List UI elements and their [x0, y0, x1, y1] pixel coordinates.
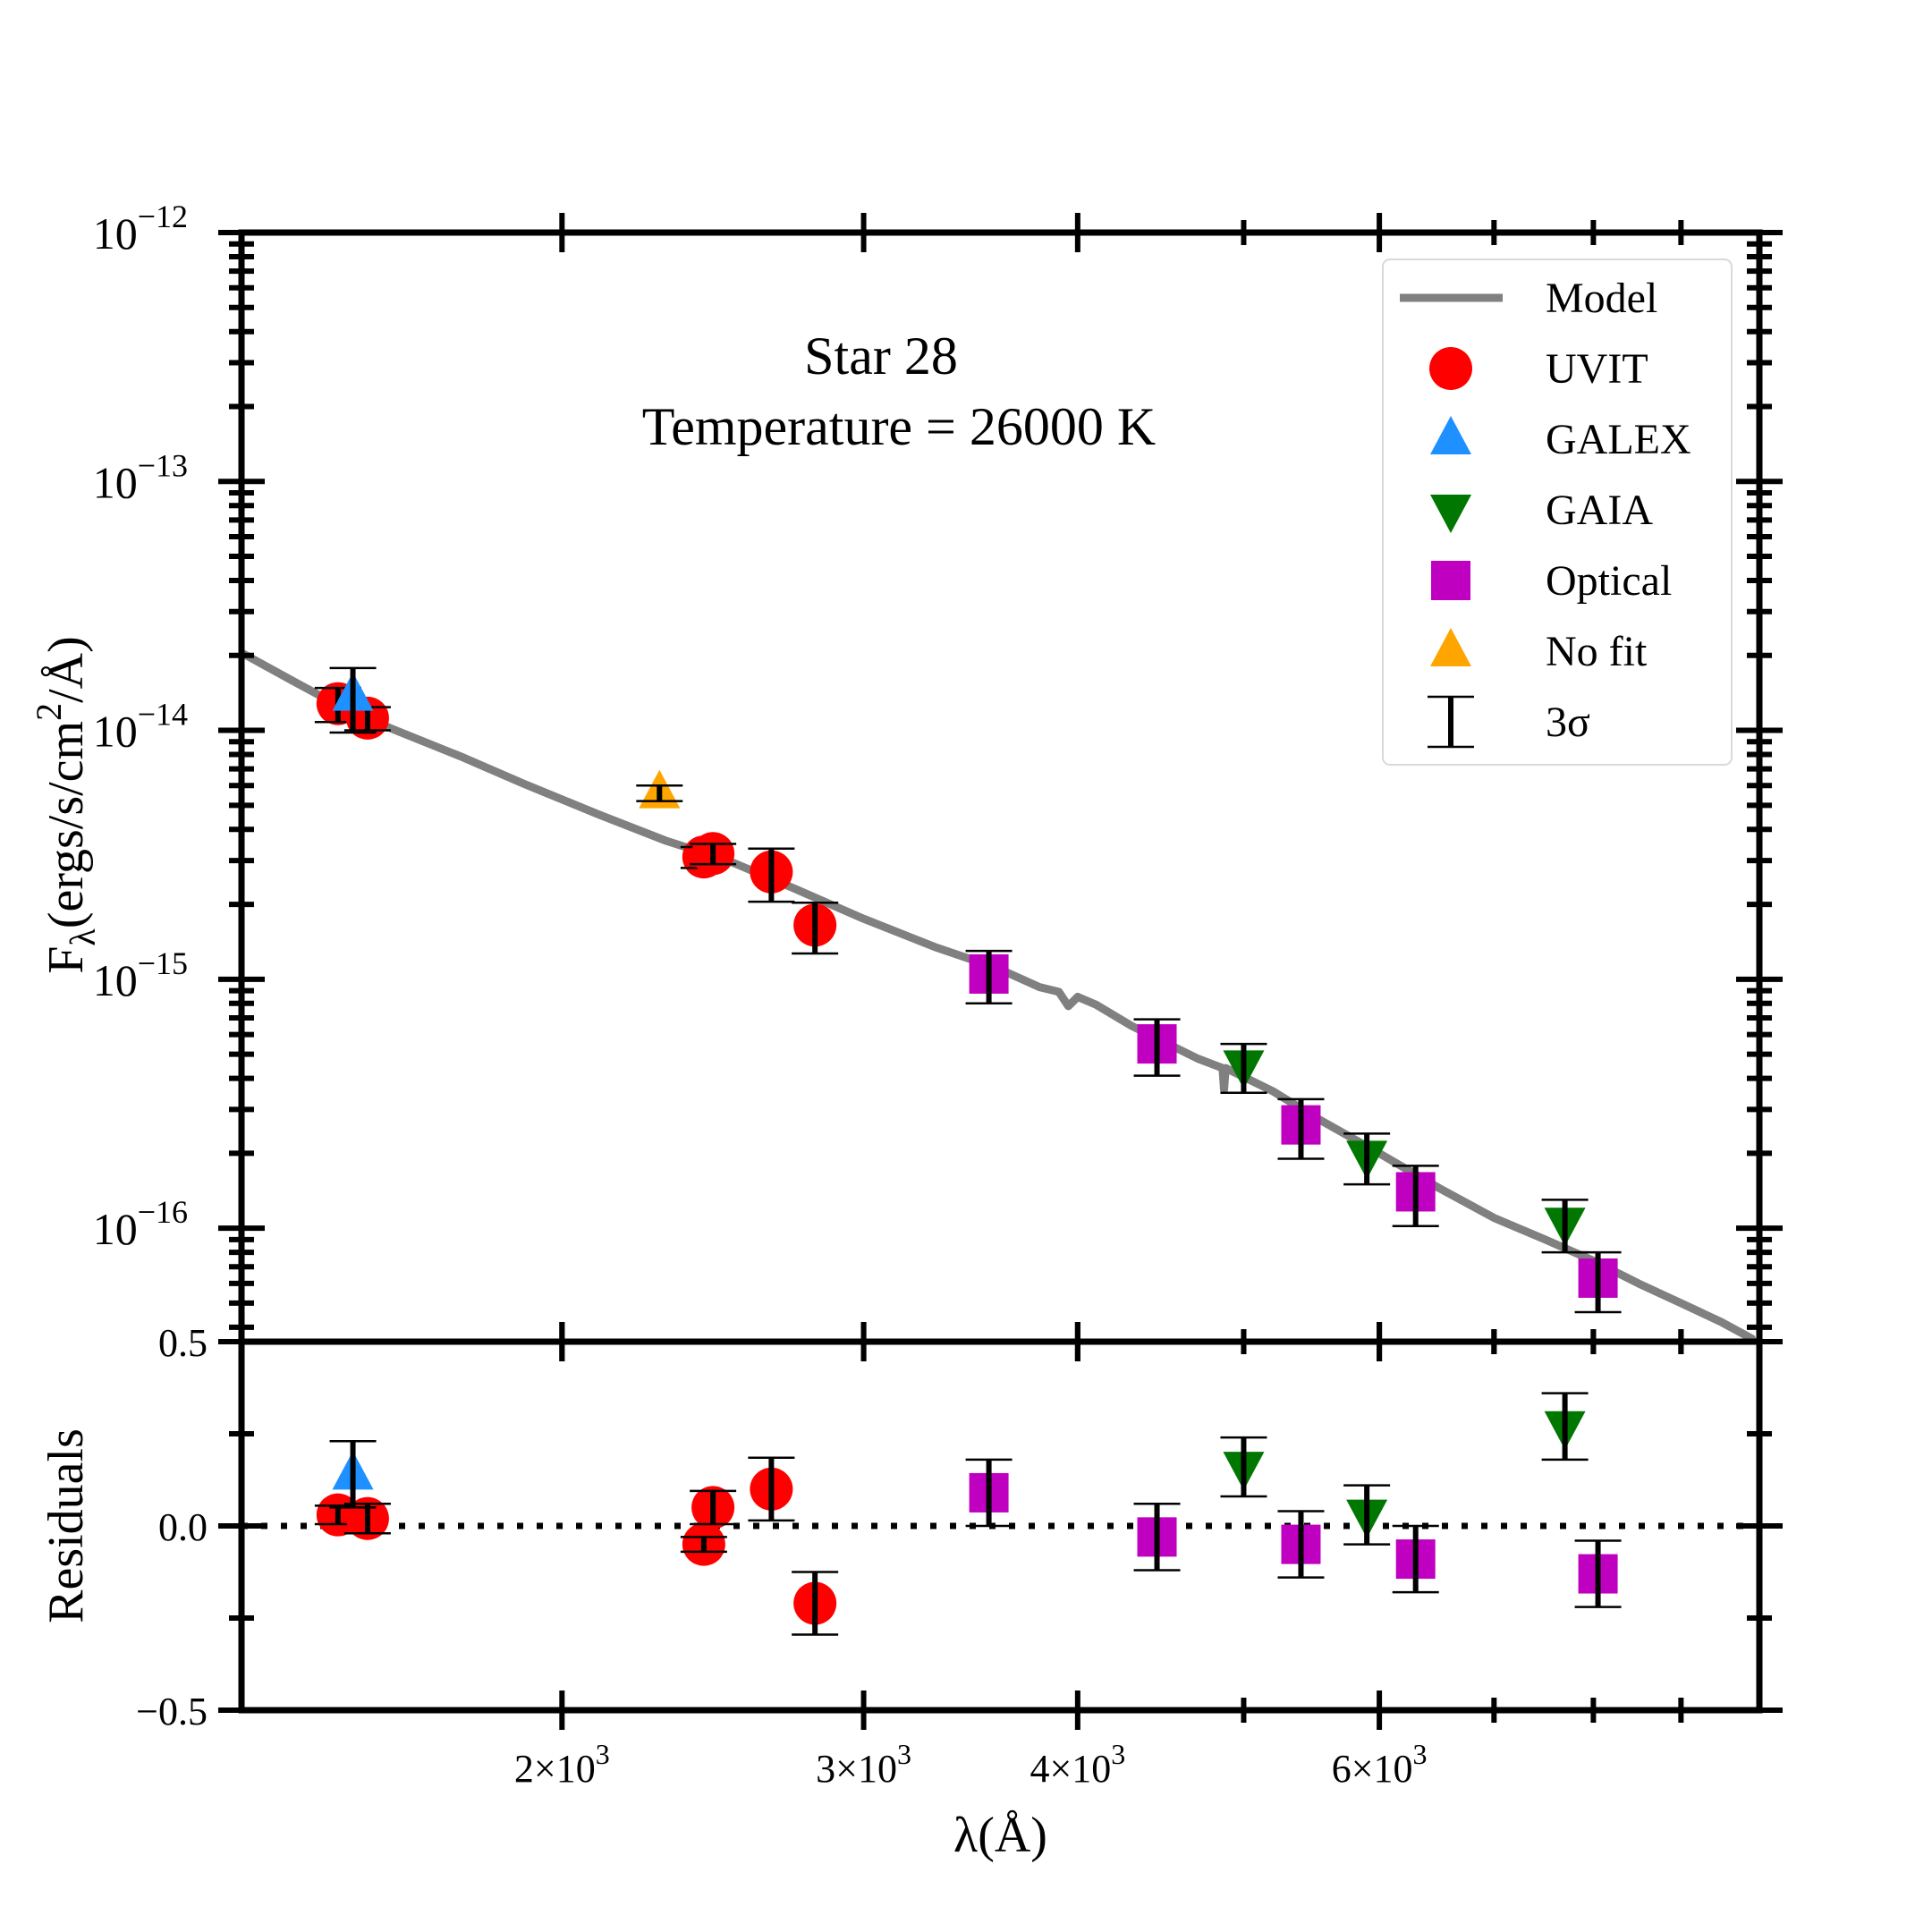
errorbar-optical — [1392, 1165, 1439, 1227]
legend-label-optical: Optical — [1546, 557, 1672, 605]
chart-subtitle: Temperature = 26000 K — [642, 397, 1156, 456]
legend-label-model: Model — [1546, 275, 1657, 322]
errorbar-uvit — [690, 843, 737, 866]
legend-box — [1382, 258, 1733, 766]
legend-label-galex: GALEX — [1546, 416, 1691, 463]
legend-swatch-no-fit — [1430, 628, 1471, 666]
residual-errorbar-galex — [329, 1439, 377, 1509]
y-axis-label: Fλ(ergs/s/cm2/Å) — [29, 636, 103, 973]
y-tick-label: 10−12 — [93, 199, 188, 258]
residual-errorbar-gaia — [1541, 1392, 1589, 1462]
chart-title: Star 28 — [804, 326, 958, 386]
residual-errorbar-uvit — [748, 1456, 795, 1522]
errorbar-optical — [1574, 1250, 1622, 1314]
y-tick-label: 10−15 — [93, 945, 188, 1005]
residual-y-tick-label: −0.5 — [136, 1690, 208, 1733]
legend-label-gaia: GAIA — [1546, 487, 1653, 534]
residual-errorbar-optical — [1574, 1539, 1622, 1608]
errorbar-galex — [329, 666, 377, 734]
residual-errorbar-optical — [1392, 1524, 1439, 1594]
legend-swatch-galex — [1430, 416, 1471, 454]
residual-axis-label: Residuals — [38, 1428, 94, 1623]
errorbar-gaia — [1220, 1042, 1267, 1094]
errorbar-uvit — [748, 847, 795, 903]
legend-swatch-errorbar — [1428, 695, 1474, 749]
legend-swatch-gaia — [1430, 495, 1471, 533]
residual-errorbar-optical — [965, 1458, 1013, 1528]
model-line — [242, 648, 1757, 1342]
legend-swatch-uvit — [1429, 347, 1472, 390]
x-axis-label: λ(Å) — [953, 1808, 1047, 1863]
errorbar-uvit — [792, 902, 839, 955]
errorbar-optical — [1277, 1097, 1325, 1160]
residual-errorbar-uvit — [680, 1536, 727, 1554]
errorbar-optical — [965, 949, 1013, 1005]
residual-errorbar-optical — [1277, 1510, 1325, 1579]
legend-label-no-fit: No fit — [1546, 628, 1648, 675]
residual-errorbar-optical — [1133, 1503, 1181, 1572]
errorbar-no-fit — [636, 784, 683, 802]
legend-label-3-: 3σ — [1546, 699, 1590, 746]
errorbar-optical — [1133, 1018, 1181, 1077]
residual-errorbar-uvit — [792, 1571, 839, 1636]
y-tick-label: 10−13 — [93, 447, 188, 507]
errorbar-gaia — [1343, 1132, 1391, 1186]
x-tick-label: 2×103 — [514, 1738, 610, 1791]
legend-swatch-optical — [1431, 561, 1470, 600]
x-tick-label: 3×103 — [816, 1738, 911, 1791]
residual-y-tick-label: 0.5 — [158, 1321, 208, 1365]
y-tick-label: 10−16 — [93, 1194, 188, 1254]
y-tick-label: 10−14 — [93, 697, 188, 757]
x-tick-label: 6×103 — [1332, 1738, 1428, 1791]
residual-errorbar-gaia — [1343, 1484, 1391, 1546]
residual-errorbar-uvit — [690, 1489, 737, 1526]
legend-label-uvit: UVIT — [1546, 345, 1648, 393]
x-tick-label: 4×103 — [1030, 1738, 1125, 1791]
residual-y-tick-label: 0.0 — [158, 1505, 208, 1549]
residual-errorbar-gaia — [1220, 1436, 1267, 1498]
